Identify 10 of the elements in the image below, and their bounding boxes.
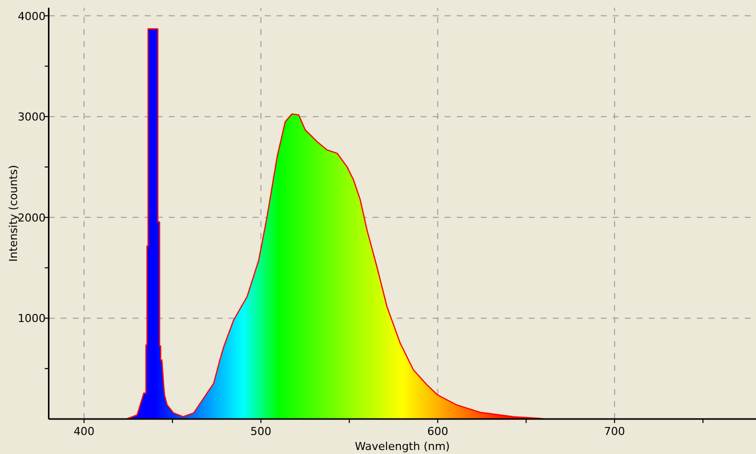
x-axis-title: Wavelength (nm) bbox=[354, 440, 450, 453]
y-axis-title: Intensity (counts) bbox=[7, 164, 20, 262]
y-tick-label: 3000 bbox=[18, 110, 46, 124]
x-tick-label: 700 bbox=[604, 425, 626, 438]
x-tick-label: 400 bbox=[74, 425, 95, 438]
y-tick-label: 2000 bbox=[18, 211, 46, 224]
y-tick-label: 4000 bbox=[18, 10, 46, 23]
x-tick-label: 500 bbox=[250, 425, 272, 438]
x-tick-label: 600 bbox=[427, 425, 448, 438]
y-tick-label: 1000 bbox=[18, 312, 46, 326]
